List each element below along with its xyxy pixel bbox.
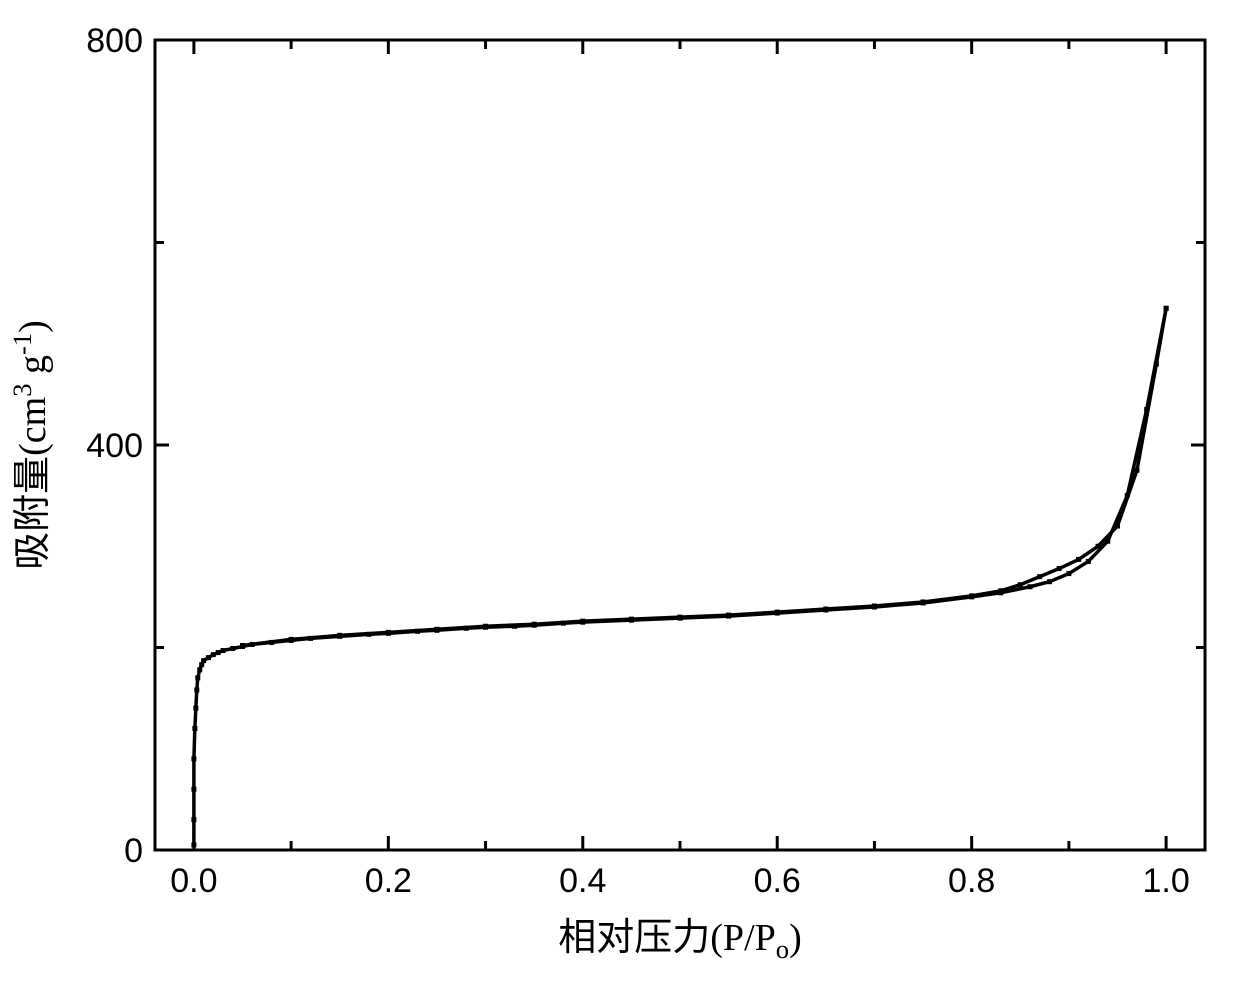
isotherm-chart: 0.0 0.2 0.4 0.6 0.8 1.0 0 400 800 相对压力(P/Po) 吸附量(c… bbox=[0, 0, 1240, 984]
desorption-marker bbox=[1096, 544, 1101, 549]
desorption-marker bbox=[1134, 468, 1139, 473]
desorption-marker bbox=[1164, 306, 1169, 311]
adsorption-marker bbox=[1086, 559, 1091, 564]
adsorption-marker bbox=[197, 667, 202, 672]
desorption-marker bbox=[1076, 557, 1081, 562]
adsorption-marker bbox=[191, 756, 196, 761]
x-tick-label: 1.0 bbox=[1142, 862, 1189, 900]
x-tick-label: 0.4 bbox=[559, 862, 606, 900]
adsorption-marker bbox=[1047, 579, 1052, 584]
adsorption-line bbox=[194, 308, 1166, 845]
adsorption-marker bbox=[1028, 584, 1033, 589]
y-axis-label: 吸附量(cm3 g-1) bbox=[7, 320, 54, 570]
desorption-line bbox=[243, 308, 1167, 645]
desorption-marker bbox=[532, 622, 537, 627]
desorption-marker bbox=[1037, 574, 1042, 579]
adsorption-marker bbox=[211, 652, 216, 657]
desorption-marker bbox=[969, 593, 974, 598]
desorption-marker bbox=[240, 643, 245, 648]
adsorption-marker bbox=[192, 726, 197, 731]
adsorption-marker bbox=[195, 675, 200, 680]
desorption-marker bbox=[1154, 362, 1159, 367]
x-tick-label: 0.6 bbox=[754, 862, 801, 900]
desorption-marker bbox=[289, 637, 294, 642]
x-tick-label: 0.2 bbox=[365, 862, 412, 900]
adsorption-marker bbox=[201, 658, 206, 663]
y-tick-label: 0 bbox=[124, 832, 143, 870]
desorption-marker bbox=[1057, 566, 1062, 571]
plot-frame bbox=[155, 40, 1205, 850]
desorption-marker bbox=[386, 630, 391, 635]
desorption-marker bbox=[434, 627, 439, 632]
desorption-marker bbox=[580, 619, 585, 624]
desorption-marker bbox=[1115, 524, 1120, 529]
desorption-marker bbox=[998, 588, 1003, 593]
adsorption-marker bbox=[191, 817, 196, 822]
desorption-marker bbox=[921, 599, 926, 604]
adsorption-marker bbox=[230, 646, 235, 651]
x-axis-label: 相对压力(P/Po) bbox=[558, 917, 801, 964]
adsorption-marker bbox=[191, 787, 196, 792]
desorption-marker bbox=[1018, 582, 1023, 587]
adsorption-marker bbox=[221, 648, 226, 653]
adsorption-marker bbox=[1066, 571, 1071, 576]
desorption-marker bbox=[726, 613, 731, 618]
desorption-marker bbox=[872, 603, 877, 608]
desorption-marker bbox=[629, 617, 634, 622]
y-tick-label: 800 bbox=[86, 22, 143, 60]
chart-container: 0.0 0.2 0.4 0.6 0.8 1.0 0 400 800 相对压力(P/Po) 吸附量(c… bbox=[0, 0, 1240, 984]
adsorption-marker bbox=[191, 842, 196, 847]
y-tick-label: 400 bbox=[86, 427, 143, 465]
adsorption-marker bbox=[194, 688, 199, 693]
x-tick-label: 0.0 bbox=[170, 862, 217, 900]
x-tick-label: 0.8 bbox=[948, 862, 995, 900]
desorption-marker bbox=[483, 624, 488, 629]
desorption-marker bbox=[775, 610, 780, 615]
desorption-marker bbox=[337, 633, 342, 638]
adsorption-marker bbox=[216, 650, 221, 655]
adsorption-marker bbox=[193, 706, 198, 711]
desorption-marker bbox=[823, 607, 828, 612]
adsorption-marker bbox=[206, 655, 211, 660]
desorption-marker bbox=[678, 615, 683, 620]
